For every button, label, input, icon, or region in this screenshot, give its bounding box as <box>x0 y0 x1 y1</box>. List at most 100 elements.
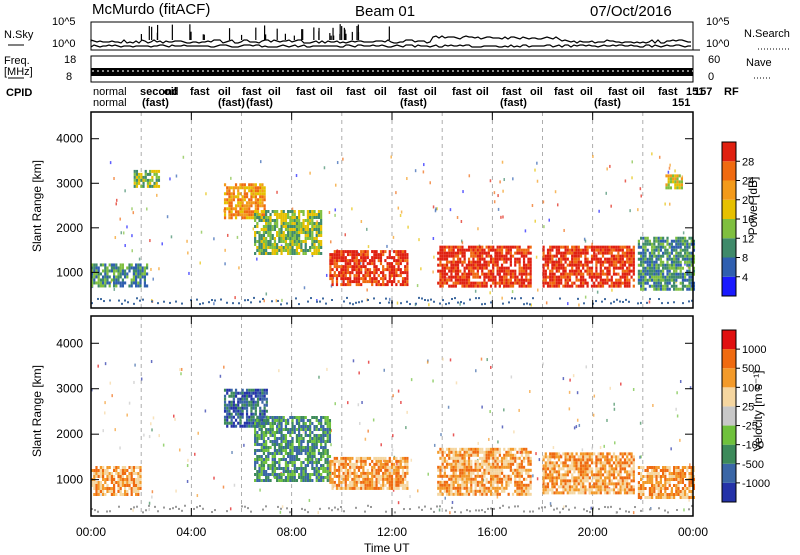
data-cell <box>309 458 311 461</box>
data-cell <box>362 478 364 481</box>
data-cell <box>617 255 619 258</box>
data-cell <box>490 276 492 279</box>
data-cell <box>494 454 496 457</box>
data-cell <box>228 210 230 213</box>
data-cell <box>658 282 660 285</box>
data-cell <box>494 466 496 469</box>
data-cell <box>437 270 439 273</box>
data-cell <box>263 479 265 482</box>
data-cell <box>402 277 404 280</box>
data-cell <box>397 460 399 463</box>
data-cell <box>642 243 644 246</box>
data-cell <box>276 473 278 476</box>
data-cell <box>322 455 324 458</box>
data-cell <box>675 285 677 288</box>
data-cell <box>278 473 280 476</box>
data-cell <box>658 243 660 246</box>
data-cell <box>673 267 675 270</box>
data-cell <box>671 240 673 243</box>
data-cell <box>444 264 446 267</box>
data-cell <box>455 285 457 288</box>
data-cell <box>244 195 246 198</box>
data-cell <box>360 277 362 280</box>
data-cell <box>320 434 322 437</box>
data-cell <box>472 472 474 475</box>
ground-scatter <box>502 303 504 305</box>
data-cell <box>283 470 285 473</box>
data-cell <box>477 472 479 475</box>
ground-scatter <box>511 297 513 299</box>
data-cell <box>261 425 263 428</box>
data-cell <box>313 222 315 225</box>
data-cell <box>285 464 287 467</box>
ground-scatter <box>121 303 123 305</box>
data-cell <box>309 425 311 428</box>
data-cell <box>488 264 490 267</box>
data-cell <box>102 475 104 478</box>
freq-texture <box>647 70 649 72</box>
data-cell <box>137 481 139 484</box>
data-cell <box>278 234 280 237</box>
data-cell <box>497 478 499 481</box>
noise-speckle <box>518 409 520 412</box>
data-cell <box>439 258 441 261</box>
data-cell <box>322 476 324 479</box>
data-cell <box>356 460 358 463</box>
data-cell <box>149 179 151 182</box>
data-cell <box>576 255 578 258</box>
noise-speckle <box>143 434 145 437</box>
data-cell <box>660 237 662 240</box>
data-cell <box>302 210 304 213</box>
data-cell <box>124 478 126 481</box>
data-cell <box>508 460 510 463</box>
data-cell <box>280 237 282 240</box>
data-cell <box>117 281 119 284</box>
data-cell <box>620 261 622 264</box>
data-cell <box>580 249 582 252</box>
data-cell <box>322 428 324 431</box>
ground-scatter <box>484 303 486 305</box>
data-cell <box>644 270 646 273</box>
noise-speckle <box>405 426 407 429</box>
data-cell <box>117 481 119 484</box>
freq-texture <box>407 70 409 72</box>
data-cell <box>497 481 499 484</box>
data-cell <box>250 389 252 392</box>
data-cell <box>264 392 266 395</box>
data-cell <box>246 186 248 189</box>
data-cell <box>593 255 595 258</box>
data-cell <box>638 252 640 255</box>
noise-speckle <box>503 408 505 411</box>
data-cell <box>278 213 280 216</box>
data-cell <box>486 490 488 493</box>
data-cell <box>302 249 304 252</box>
data-cell <box>472 282 474 285</box>
data-cell <box>453 463 455 466</box>
data-cell <box>351 484 353 487</box>
data-cell <box>647 270 649 273</box>
freq-texture <box>237 70 239 72</box>
data-cell <box>272 434 274 437</box>
data-cell <box>128 263 130 266</box>
data-cell <box>360 475 362 478</box>
data-cell <box>660 264 662 267</box>
data-cell <box>102 484 104 487</box>
data-cell <box>356 256 358 259</box>
data-cell <box>391 274 393 277</box>
data-cell <box>283 467 285 470</box>
data-cell <box>233 407 235 410</box>
data-cell <box>494 261 496 264</box>
noise-speckle <box>230 507 232 510</box>
data-cell <box>626 267 628 270</box>
data-cell <box>324 416 326 419</box>
freq-texture <box>542 70 544 72</box>
data-cell <box>274 219 276 222</box>
noise-speckle <box>187 459 189 462</box>
freq-texture <box>637 70 639 72</box>
data-cell <box>280 434 282 437</box>
data-cell <box>316 225 318 228</box>
data-cell <box>472 261 474 264</box>
data-cell <box>578 270 580 273</box>
data-cell <box>278 428 280 431</box>
data-cell <box>582 273 584 276</box>
